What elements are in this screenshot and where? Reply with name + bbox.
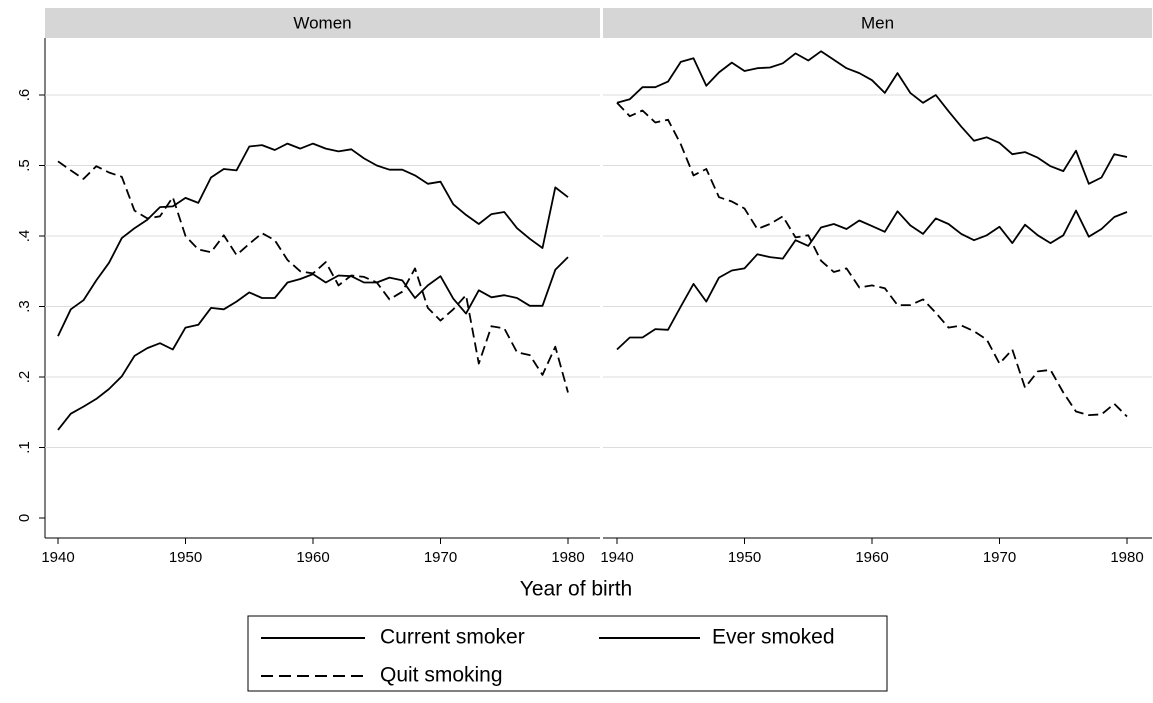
x-tick-label: 1980 xyxy=(1110,549,1143,566)
series-line-current-smoker xyxy=(616,209,1128,351)
series-line-quit-smoking xyxy=(616,102,1128,418)
x-tick-label: 1950 xyxy=(169,549,202,566)
y-tick-label: .1 xyxy=(16,441,33,454)
y-tick-label: .4 xyxy=(16,230,33,243)
x-tick-label: 1970 xyxy=(424,549,457,566)
x-tick-label: 1980 xyxy=(551,549,584,566)
y-tick-label: .3 xyxy=(16,300,33,313)
panel-title: Men xyxy=(861,13,894,32)
y-tick-label: .5 xyxy=(16,159,33,172)
panel-title: Women xyxy=(293,13,351,32)
series-line-ever-smoked xyxy=(616,50,1128,185)
x-tick-label: 1940 xyxy=(41,549,74,566)
legend-label: Quit smoking xyxy=(380,664,503,687)
panel-header-strip xyxy=(45,8,600,38)
panel-header-strip xyxy=(603,8,1152,38)
x-tick-label: 1960 xyxy=(855,549,888,566)
x-tick-label: 1960 xyxy=(296,549,329,566)
x-tick-label: 1950 xyxy=(728,549,761,566)
y-tick-label: .2 xyxy=(16,371,33,384)
legend-label: Current smoker xyxy=(380,626,525,649)
series-line-ever-smoked xyxy=(57,142,569,337)
legend-label: Ever smoked xyxy=(712,626,835,649)
x-axis-title: Year of birth xyxy=(520,578,632,601)
x-tick-label: 1940 xyxy=(600,549,633,566)
x-tick-label: 1970 xyxy=(983,549,1016,566)
y-tick-label: .6 xyxy=(16,89,33,102)
series-line-quit-smoking xyxy=(57,160,569,393)
legend-box xyxy=(247,615,888,692)
y-tick-label: 0 xyxy=(16,514,33,522)
